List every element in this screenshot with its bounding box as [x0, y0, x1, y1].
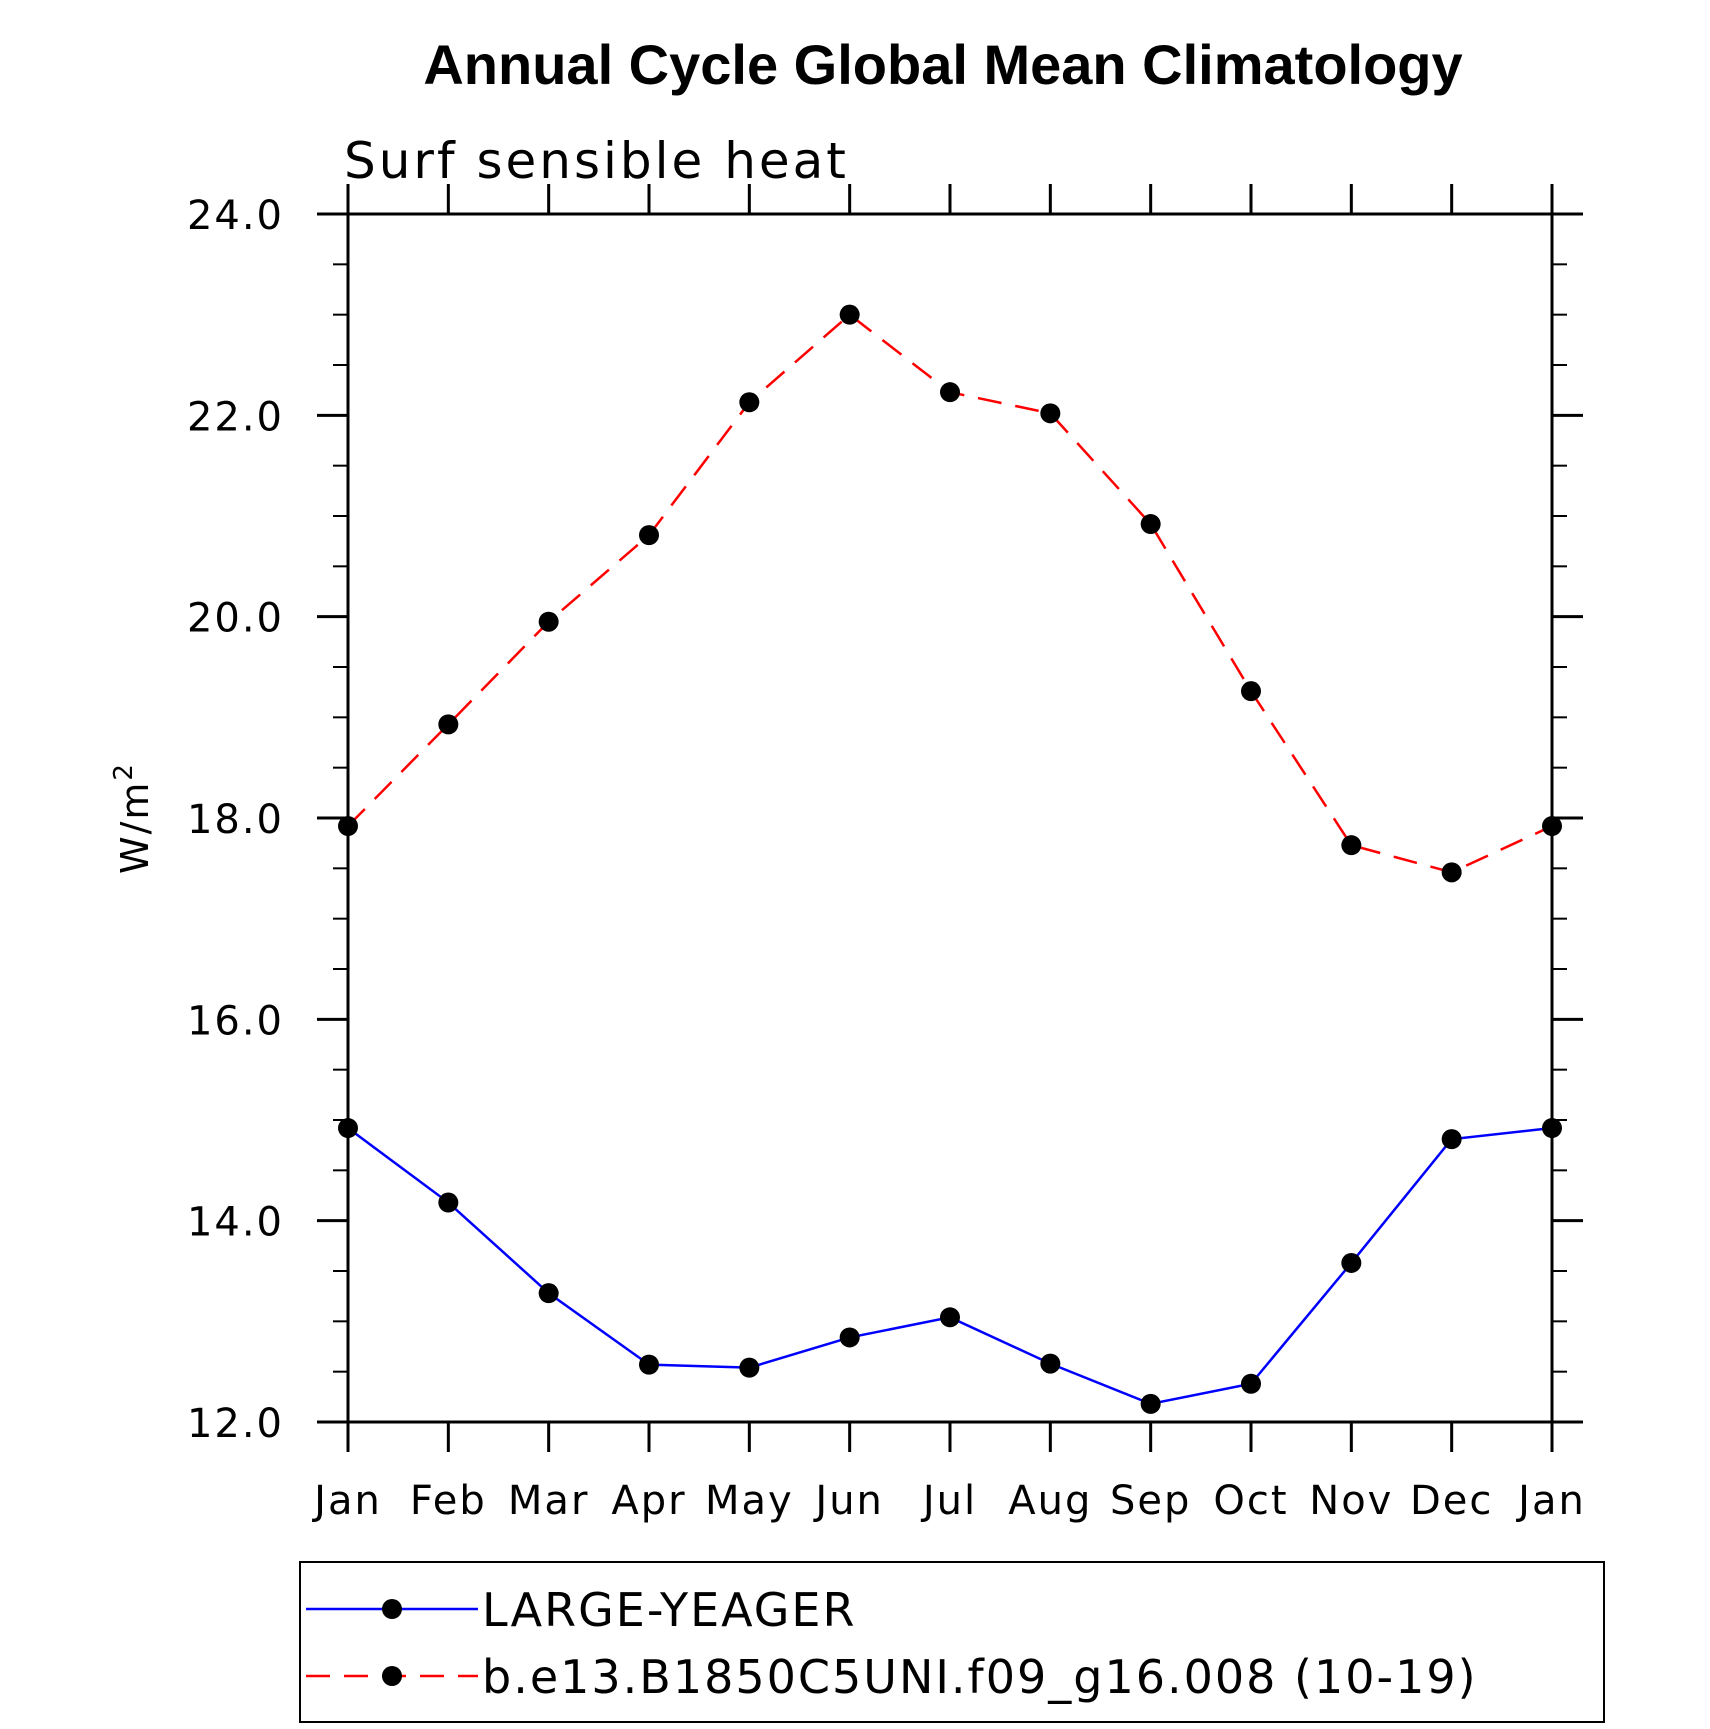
series-line	[347, 1126, 1553, 1406]
data-point	[1542, 816, 1562, 837]
data-point	[338, 816, 358, 837]
data-point	[438, 1192, 459, 1213]
data-point	[1140, 514, 1161, 535]
chart-subtitle: Surf sensible heat	[344, 132, 849, 190]
y-axis-label: W/m2	[109, 762, 157, 874]
data-point	[538, 1283, 559, 1304]
y-tick-label: 14.0	[187, 1200, 284, 1246]
data-point	[1040, 403, 1061, 424]
legend-label: LARGE-YEAGER	[482, 1583, 856, 1637]
y-tick-label: 22.0	[187, 394, 284, 440]
data-point	[639, 525, 659, 546]
x-tick-label: Apr	[611, 1478, 686, 1524]
y-axis-label-text: W/m	[113, 781, 157, 874]
legend-label: b.e13.B1850C5UNI.f09_g16.008 (10-19)	[482, 1650, 1478, 1704]
data-point	[1140, 1393, 1161, 1414]
legend: LARGE-YEAGER b.e13.B1850C5UNI.f09_g16.008…	[306, 1583, 1478, 1704]
x-tick-labels: Jan Feb Mar Apr May Jun Jul Aug Sep Oct Nov Dec Jan	[311, 1478, 1586, 1524]
y-tick-label: 12.0	[187, 1401, 284, 1447]
x-tick-label: Jan	[311, 1478, 382, 1524]
data-point	[438, 714, 459, 735]
data-point	[1341, 835, 1362, 856]
data-point	[538, 611, 559, 632]
legend-box	[299, 1561, 1605, 1723]
data-point	[1441, 1129, 1462, 1150]
data-point	[940, 382, 960, 403]
y-tick-label: 16.0	[187, 998, 284, 1044]
data-point	[1241, 681, 1261, 702]
data-point	[338, 1118, 358, 1139]
chart-title: Annual Cycle Global Mean Climatology	[423, 33, 1462, 96]
data-point	[1341, 1252, 1362, 1273]
legend-marker	[382, 1666, 402, 1686]
data-point	[1441, 862, 1462, 883]
x-tick-label: Dec	[1410, 1478, 1493, 1524]
data-point	[839, 304, 860, 325]
data-point	[1241, 1373, 1261, 1394]
data-point	[940, 1307, 960, 1328]
x-tick-label: Mar	[508, 1478, 589, 1524]
y-axis-label-superscript: 2	[109, 762, 139, 781]
data-point	[1542, 1118, 1562, 1139]
data-point	[739, 392, 760, 413]
x-tick-label: Jan	[1515, 1478, 1586, 1524]
series-layer	[338, 304, 1562, 1414]
data-point	[739, 1357, 760, 1378]
y-tick-label: 18.0	[187, 797, 284, 843]
y-tick-label: 24.0	[187, 193, 284, 239]
x-tick-label: Sep	[1110, 1478, 1191, 1524]
y-tick-label: 20.0	[187, 596, 284, 642]
data-point	[1040, 1353, 1061, 1374]
data-point	[639, 1354, 659, 1375]
axis-ticks	[317, 184, 1583, 1452]
x-tick-label: Oct	[1213, 1478, 1288, 1524]
x-tick-label: Nov	[1309, 1478, 1393, 1524]
x-tick-label: May	[705, 1478, 794, 1524]
x-tick-label: Feb	[410, 1478, 487, 1524]
y-tick-labels: 12.0 14.0 16.0 18.0 20.0 22.0 24.0	[187, 193, 284, 1447]
x-tick-label: Jul	[920, 1478, 977, 1524]
x-tick-label: Aug	[1008, 1478, 1092, 1524]
legend-marker	[382, 1599, 402, 1619]
data-point	[839, 1327, 860, 1348]
x-tick-label: Jun	[812, 1478, 884, 1524]
